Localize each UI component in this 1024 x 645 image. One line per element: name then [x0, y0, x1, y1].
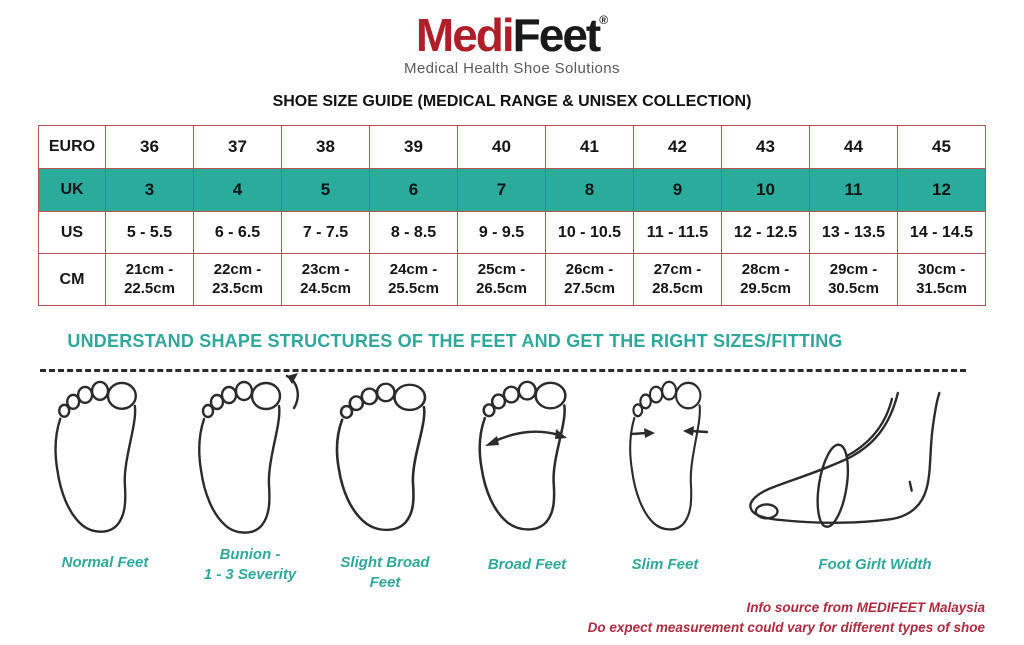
table-row-us: US 5 - 5.5 6 - 6.5 7 - 7.5 8 - 8.5 9 - 9… [38, 211, 986, 254]
size-cell: 40 [457, 125, 546, 169]
size-cell: 28cm - 29.5cm [721, 253, 810, 306]
foot-type-label-broad: Broad Feet [487, 556, 567, 573]
size-cell: 10 [721, 168, 810, 212]
size-cell: 14 - 14.5 [897, 211, 986, 254]
brand-logo: MediFeet® Medical Health Shoe Solutions [0, 12, 1024, 77]
size-cell: 27cm - 28.5cm [633, 253, 722, 306]
table-row-euro: EURO 36 37 38 39 40 41 42 43 44 45 [38, 125, 986, 169]
size-cell: 12 - 12.5 [721, 211, 810, 254]
footnote-disclaimer: Do expect measurement could vary for dif… [587, 620, 985, 636]
size-cell: 7 [457, 168, 546, 212]
foot-type-label-bunion: Bunion - 1 - 3 Severity [203, 546, 297, 583]
size-cell: 39 [369, 125, 458, 169]
foot-girth-side-view-icon [749, 391, 941, 528]
size-cell: 8 [545, 168, 634, 212]
size-cell: 22cm - 23.5cm [193, 253, 282, 306]
row-label-cm: CM [38, 253, 106, 306]
size-cell: 11 - 11.5 [633, 211, 722, 254]
bunion-feet-icon [198, 373, 299, 534]
footnote: Info source from MEDIFEET Malaysia Do ex… [565, 598, 985, 639]
footnote-source: Info source from MEDIFEET Malaysia [746, 600, 985, 615]
size-cell: 42 [633, 125, 722, 169]
logo-medi-text: Medi [415, 9, 515, 61]
size-cell: 8 - 8.5 [369, 211, 458, 254]
foot-type-label-girth: Foot Girlt Width [818, 556, 932, 573]
size-cell: 12 [897, 168, 986, 212]
table-row-cm: CM 21cm - 22.5cm 22cm - 23.5cm 23cm - 24… [38, 253, 986, 306]
shoe-size-table: EURO 36 37 38 39 40 41 42 43 44 45 UK 3 … [38, 125, 986, 306]
size-cell: 29cm - 30.5cm [809, 253, 898, 306]
size-cell: 38 [281, 125, 370, 169]
foot-type-label-slim: Slim Feet [631, 556, 699, 573]
size-cell: 36 [105, 125, 194, 169]
size-cell: 4 [193, 168, 282, 212]
logo-feet-text: Feet [512, 9, 602, 61]
size-cell: 45 [897, 125, 986, 169]
size-cell: 9 - 9.5 [457, 211, 546, 254]
size-cell: 44 [809, 125, 898, 169]
registered-trademark-icon: ® [599, 13, 609, 27]
size-cell: 13 - 13.5 [809, 211, 898, 254]
size-cell: 26cm - 27.5cm [545, 253, 634, 306]
size-cell: 7 - 7.5 [281, 211, 370, 254]
size-cell: 6 [369, 168, 458, 212]
brand-tagline: Medical Health Shoe Solutions [404, 60, 620, 77]
page-title: SHOE SIZE GUIDE (MEDICAL RANGE & UNISEX … [272, 93, 752, 110]
row-label-euro: EURO [38, 125, 106, 169]
toe-alignment-dashed-line [40, 369, 966, 372]
size-cell: 5 - 5.5 [105, 211, 194, 254]
size-cell: 6 - 6.5 [193, 211, 282, 254]
table-row-uk: UK 3 4 5 6 7 8 9 10 11 12 [38, 168, 986, 212]
size-cell: 24cm - 25.5cm [369, 253, 458, 306]
row-label-uk: UK [38, 168, 106, 212]
size-cell: 30cm - 31.5cm [897, 253, 986, 306]
size-cell: 5 [281, 168, 370, 212]
brand-logo-wordmark: MediFeet® [416, 12, 608, 58]
broad-feet-icon [478, 380, 567, 531]
size-cell: 37 [193, 125, 282, 169]
size-cell: 21cm - 22.5cm [105, 253, 194, 306]
foot-type-label-slight-broad: Slight Broad Feet [340, 554, 430, 591]
section-heading: UNDERSTAND SHAPE STRUCTURES OF THE FEET … [67, 331, 843, 351]
size-cell: 10 - 10.5 [545, 211, 634, 254]
normal-feet-icon [54, 380, 137, 533]
size-cell: 41 [545, 125, 634, 169]
slim-feet-icon [629, 380, 709, 531]
size-cell: 11 [809, 168, 898, 212]
size-cell: 3 [105, 168, 194, 212]
size-cell: 43 [721, 125, 810, 169]
size-cell: 23cm - 24.5cm [281, 253, 370, 306]
size-cell: 9 [633, 168, 722, 212]
foot-type-label-normal: Normal Feet [61, 554, 149, 571]
row-label-us: US [38, 211, 106, 254]
size-cell: 25cm - 26.5cm [457, 253, 546, 306]
slight-broad-feet-icon [335, 382, 427, 532]
